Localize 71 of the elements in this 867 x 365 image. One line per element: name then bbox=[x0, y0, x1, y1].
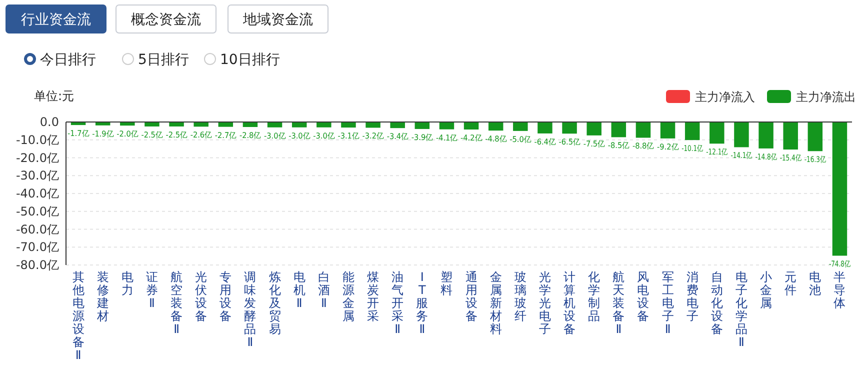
y-tick-label: -30.0亿 bbox=[16, 168, 59, 183]
x-tick-label: 能源金属 bbox=[342, 270, 354, 323]
data-label: -3.0亿 bbox=[288, 131, 312, 140]
y-tick-label: -40.0亿 bbox=[16, 186, 59, 200]
x-tick-label: 电池 bbox=[809, 270, 822, 297]
data-label: -4.2亿 bbox=[460, 134, 484, 143]
y-axis-title: 单位:元 bbox=[34, 89, 74, 103]
x-tick-label: 小金属 bbox=[760, 270, 772, 310]
y-tick-label: -80.0亿 bbox=[16, 258, 59, 272]
data-label: -1.7亿 bbox=[68, 129, 92, 138]
x-tick-label: 消费电子 bbox=[686, 270, 698, 323]
x-tick-label: 电机Ⅱ bbox=[293, 270, 306, 310]
x-tick-label: 煤炭开采 bbox=[367, 270, 380, 323]
x-tick-label: 航空装备Ⅱ bbox=[170, 270, 183, 336]
x-tick-label: 风电设备 bbox=[637, 270, 650, 323]
x-tick-label: 塑料 bbox=[440, 270, 453, 297]
x-tick-label: 航天装备Ⅱ bbox=[612, 270, 625, 336]
data-label: -3.0亿 bbox=[264, 131, 288, 140]
data-label: -6.4亿 bbox=[534, 137, 558, 146]
x-tick-label: 白酒Ⅱ bbox=[318, 270, 330, 310]
data-label: -3.9亿 bbox=[411, 132, 435, 142]
y-tick-label: -60.0亿 bbox=[16, 222, 59, 236]
data-label: -2.5亿 bbox=[141, 130, 165, 140]
data-label: -8.8亿 bbox=[632, 142, 656, 151]
y-tick-label: 0.0 bbox=[40, 115, 59, 129]
data-label: -4.8亿 bbox=[485, 134, 509, 144]
data-label: -5.0亿 bbox=[510, 134, 534, 144]
x-tick-label: 光伏设备 bbox=[195, 270, 208, 323]
x-tick-label: 油气开采Ⅱ bbox=[392, 270, 404, 336]
x-tick-label: 通用设备 bbox=[465, 270, 478, 323]
data-label: -9.2亿 bbox=[657, 142, 681, 152]
x-tick-label: 自动化设备 bbox=[710, 270, 723, 336]
x-tick-label: 化学制品 bbox=[588, 270, 600, 323]
data-label: -4.1亿 bbox=[436, 133, 460, 142]
data-label: -2.8亿 bbox=[239, 131, 264, 140]
x-tick-label: 元件 bbox=[784, 270, 797, 297]
data-label: -16.3亿 bbox=[804, 155, 834, 164]
data-label: -3.2亿 bbox=[362, 132, 386, 141]
x-tick-label: 金属新材料 bbox=[488, 270, 502, 336]
legend-label: 主力净流出 bbox=[796, 90, 856, 104]
legend-label: 主力净流入 bbox=[695, 90, 755, 104]
data-label: -2.6亿 bbox=[190, 130, 214, 140]
x-tick-label: 专用设备 bbox=[220, 270, 232, 323]
x-tick-label: 光学光电子 bbox=[538, 270, 551, 336]
x-tick-label: 证券Ⅱ bbox=[146, 270, 158, 310]
data-label: -3.4亿 bbox=[386, 132, 410, 142]
data-label: -8.5亿 bbox=[608, 141, 632, 150]
x-tick-label: 其他电源设备Ⅱ bbox=[72, 270, 84, 362]
x-tick-label: 半导体 bbox=[834, 270, 846, 310]
y-tick-label: -10.0亿 bbox=[16, 132, 59, 147]
x-tick-label: 电力 bbox=[121, 270, 134, 297]
x-tick-label: 装修建材 bbox=[96, 270, 109, 323]
data-label: -74.8亿 bbox=[828, 260, 858, 269]
x-tick-label: IT服务Ⅱ bbox=[416, 270, 428, 336]
data-label: -3.0亿 bbox=[313, 131, 337, 140]
y-tick-label: -20.0亿 bbox=[16, 150, 59, 165]
y-tick-label: -50.0亿 bbox=[16, 204, 59, 218]
x-tick-label: 军工电子Ⅱ bbox=[662, 270, 674, 336]
x-tick-label: 电子化学品Ⅱ bbox=[735, 270, 748, 349]
data-label: -3.1亿 bbox=[338, 132, 362, 141]
x-tick-label: 玻璃玻纤 bbox=[514, 270, 526, 323]
data-label: -2.0亿 bbox=[116, 130, 140, 139]
data-label: -2.5亿 bbox=[166, 130, 190, 140]
x-tick-label: 炼化及贸易 bbox=[268, 270, 281, 336]
x-tick-label: 计算机设备 bbox=[564, 270, 576, 336]
y-tick-label: -70.0亿 bbox=[16, 240, 59, 254]
data-label: -6.5亿 bbox=[558, 138, 582, 147]
x-tick-label: 调味发酵品Ⅱ bbox=[244, 270, 256, 349]
data-label: -1.9亿 bbox=[92, 129, 116, 138]
data-label: -7.5亿 bbox=[583, 139, 607, 148]
data-label: -2.7亿 bbox=[214, 130, 238, 140]
